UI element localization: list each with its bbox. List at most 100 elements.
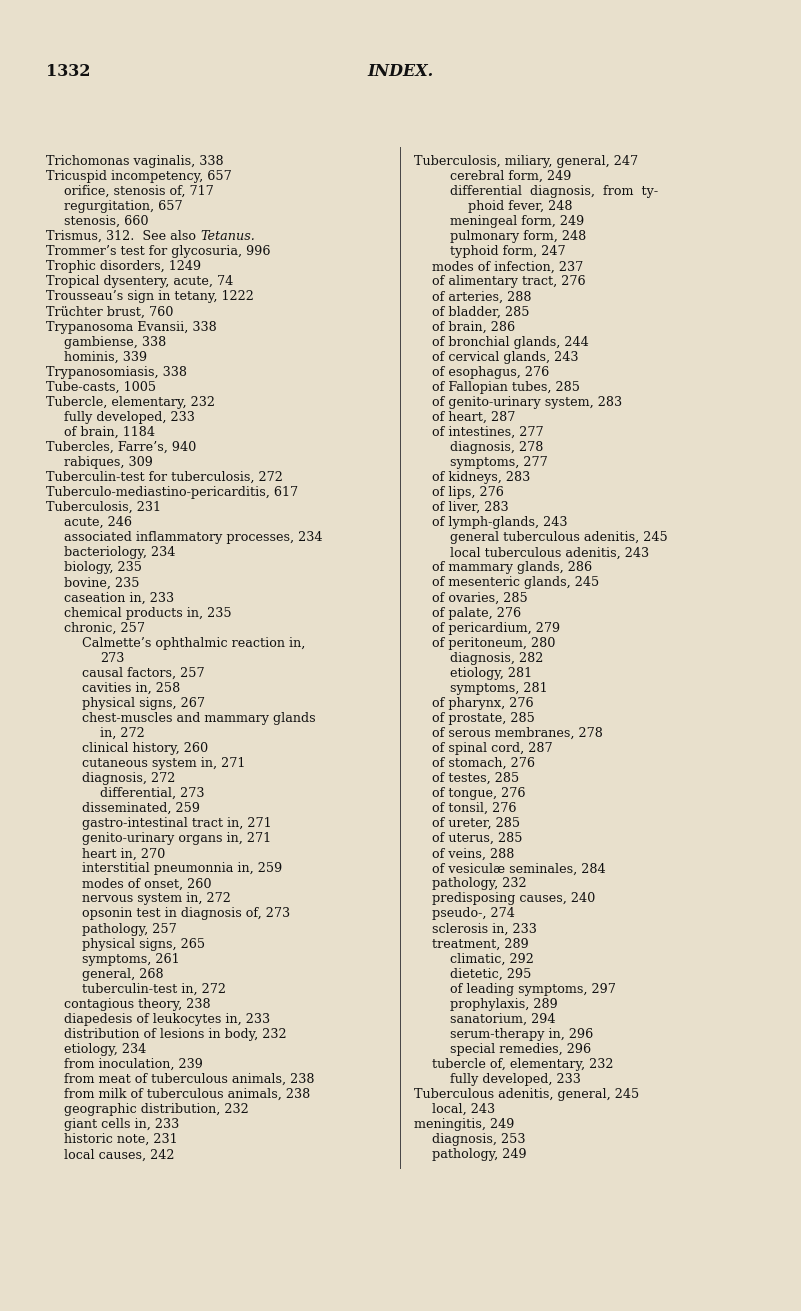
Text: pulmonary form, 248: pulmonary form, 248 (450, 231, 586, 244)
Text: chemical products in, 235: chemical products in, 235 (64, 607, 231, 620)
Text: disseminated, 259: disseminated, 259 (82, 802, 200, 815)
Text: gastro-intestinal tract in, 271: gastro-intestinal tract in, 271 (82, 817, 272, 830)
Text: orifice, stenosis of, 717: orifice, stenosis of, 717 (64, 185, 214, 198)
Text: pathology, 257: pathology, 257 (82, 923, 177, 936)
Text: physical signs, 267: physical signs, 267 (82, 697, 205, 709)
Text: heart in, 270: heart in, 270 (82, 847, 165, 860)
Text: stenosis, 660: stenosis, 660 (64, 215, 148, 228)
Text: bovine, 235: bovine, 235 (64, 577, 139, 590)
Text: of ureter, 285: of ureter, 285 (432, 817, 520, 830)
Text: Trypanosomiasis, 338: Trypanosomiasis, 338 (46, 366, 187, 379)
Text: tuberculin-test in, 272: tuberculin-test in, 272 (82, 983, 226, 996)
Text: Tuberculin-test for tuberculosis, 272: Tuberculin-test for tuberculosis, 272 (46, 471, 283, 484)
Text: 1332: 1332 (46, 63, 91, 80)
Text: contagious theory, 238: contagious theory, 238 (64, 998, 211, 1011)
Text: of bladder, 285: of bladder, 285 (432, 305, 529, 319)
Text: of prostate, 285: of prostate, 285 (432, 712, 535, 725)
Text: Tricuspid incompetency, 657: Tricuspid incompetency, 657 (46, 170, 231, 184)
Text: INDEX.: INDEX. (368, 63, 433, 80)
Text: tubercle of, elementary, 232: tubercle of, elementary, 232 (432, 1058, 614, 1071)
Text: special remedies, 296: special remedies, 296 (450, 1044, 591, 1055)
Text: modes of infection, 237: modes of infection, 237 (432, 261, 583, 274)
Text: symptoms, 277: symptoms, 277 (450, 456, 548, 469)
Text: Tube-casts, 1005: Tube-casts, 1005 (46, 380, 156, 393)
Text: opsonin test in diagnosis of, 273: opsonin test in diagnosis of, 273 (82, 907, 290, 920)
Text: Trüchter brust, 760: Trüchter brust, 760 (46, 305, 173, 319)
Text: of serous membranes, 278: of serous membranes, 278 (432, 726, 603, 739)
Text: Trophic disorders, 1249: Trophic disorders, 1249 (46, 261, 201, 274)
Text: cutaneous system in, 271: cutaneous system in, 271 (82, 756, 245, 770)
Text: of tonsil, 276: of tonsil, 276 (432, 802, 517, 815)
Text: Tropical dysentery, acute, 74: Tropical dysentery, acute, 74 (46, 275, 233, 288)
Text: Trommer’s test for glycosuria, 996: Trommer’s test for glycosuria, 996 (46, 245, 271, 258)
Text: nervous system in, 272: nervous system in, 272 (82, 893, 231, 906)
Text: of spinal cord, 287: of spinal cord, 287 (432, 742, 553, 755)
Text: of lymph-glands, 243: of lymph-glands, 243 (432, 517, 567, 530)
Text: interstitial pneumonnia in, 259: interstitial pneumonnia in, 259 (82, 863, 282, 876)
Text: distribution of lesions in body, 232: distribution of lesions in body, 232 (64, 1028, 287, 1041)
Text: differential, 273: differential, 273 (100, 787, 204, 800)
Text: sclerosis in, 233: sclerosis in, 233 (432, 923, 537, 936)
Text: Trousseau’s sign in tetany, 1222: Trousseau’s sign in tetany, 1222 (46, 291, 254, 303)
Text: of stomach, 276: of stomach, 276 (432, 756, 535, 770)
Text: of palate, 276: of palate, 276 (432, 607, 521, 620)
Text: associated inflammatory processes, 234: associated inflammatory processes, 234 (64, 531, 323, 544)
Text: of arteries, 288: of arteries, 288 (432, 291, 532, 303)
Text: biology, 235: biology, 235 (64, 561, 142, 574)
Text: Calmette’s ophthalmic reaction in,: Calmette’s ophthalmic reaction in, (82, 637, 305, 649)
Text: of vesiculæ seminales, 284: of vesiculæ seminales, 284 (432, 863, 606, 876)
Text: diagnosis, 282: diagnosis, 282 (450, 652, 543, 665)
Text: meningeal form, 249: meningeal form, 249 (450, 215, 584, 228)
Text: of brain, 286: of brain, 286 (432, 321, 515, 333)
Text: of kidneys, 283: of kidneys, 283 (432, 471, 530, 484)
Text: Trypanosoma Evansii, 338: Trypanosoma Evansii, 338 (46, 321, 217, 333)
Text: general, 268: general, 268 (82, 968, 163, 981)
Text: Tubercle, elementary, 232: Tubercle, elementary, 232 (46, 396, 215, 409)
Text: cerebral form, 249: cerebral form, 249 (450, 170, 571, 184)
Text: 273: 273 (100, 652, 124, 665)
Text: treatment, 289: treatment, 289 (432, 937, 529, 950)
Text: cavities in, 258: cavities in, 258 (82, 682, 180, 695)
Text: pathology, 249: pathology, 249 (432, 1148, 526, 1162)
Text: physical signs, 265: physical signs, 265 (82, 937, 205, 950)
Text: genito-urinary organs in, 271: genito-urinary organs in, 271 (82, 832, 271, 846)
Text: from inoculation, 239: from inoculation, 239 (64, 1058, 203, 1071)
Text: Trismus, 312.  See also: Trismus, 312. See also (46, 231, 200, 244)
Text: chest-muscles and mammary glands: chest-muscles and mammary glands (82, 712, 316, 725)
Text: Tubercles, Farre’s, 940: Tubercles, Farre’s, 940 (46, 440, 196, 454)
Text: local, 243: local, 243 (432, 1103, 495, 1116)
Text: symptoms, 281: symptoms, 281 (450, 682, 548, 695)
Text: general tuberculous adenitis, 245: general tuberculous adenitis, 245 (450, 531, 668, 544)
Text: Tuberculo-mediastino-pericarditis, 617: Tuberculo-mediastino-pericarditis, 617 (46, 486, 298, 499)
Text: phoid fever, 248: phoid fever, 248 (468, 201, 573, 214)
Text: causal factors, 257: causal factors, 257 (82, 667, 204, 679)
Text: of uterus, 285: of uterus, 285 (432, 832, 522, 846)
Text: diagnosis, 253: diagnosis, 253 (432, 1133, 525, 1146)
Text: modes of onset, 260: modes of onset, 260 (82, 877, 211, 890)
Text: of peritoneum, 280: of peritoneum, 280 (432, 637, 555, 649)
Text: of Fallopian tubes, 285: of Fallopian tubes, 285 (432, 380, 580, 393)
Text: geographic distribution, 232: geographic distribution, 232 (64, 1103, 249, 1116)
Text: historic note, 231: historic note, 231 (64, 1133, 178, 1146)
Text: of pericardium, 279: of pericardium, 279 (432, 621, 560, 635)
Text: Tetanus.: Tetanus. (200, 231, 255, 244)
Text: regurgitation, 657: regurgitation, 657 (64, 201, 183, 214)
Text: meningitis, 249: meningitis, 249 (414, 1118, 514, 1131)
Text: hominis, 339: hominis, 339 (64, 350, 147, 363)
Text: diapedesis of leukocytes in, 233: diapedesis of leukocytes in, 233 (64, 1013, 270, 1025)
Text: of intestines, 277: of intestines, 277 (432, 426, 544, 439)
Text: of ovaries, 285: of ovaries, 285 (432, 591, 528, 604)
Text: symptoms, 261: symptoms, 261 (82, 953, 179, 966)
Text: bacteriology, 234: bacteriology, 234 (64, 547, 175, 560)
Text: typhoid form, 247: typhoid form, 247 (450, 245, 566, 258)
Text: of testes, 285: of testes, 285 (432, 772, 519, 785)
Text: of pharynx, 276: of pharynx, 276 (432, 697, 533, 709)
Text: of lips, 276: of lips, 276 (432, 486, 504, 499)
Text: of genito-urinary system, 283: of genito-urinary system, 283 (432, 396, 622, 409)
Text: pseudo-, 274: pseudo-, 274 (432, 907, 515, 920)
Text: Trichomonas vaginalis, 338: Trichomonas vaginalis, 338 (46, 155, 223, 168)
Text: of veins, 288: of veins, 288 (432, 847, 514, 860)
Text: of alimentary tract, 276: of alimentary tract, 276 (432, 275, 586, 288)
Text: of bronchial glands, 244: of bronchial glands, 244 (432, 336, 589, 349)
Text: of liver, 283: of liver, 283 (432, 501, 509, 514)
